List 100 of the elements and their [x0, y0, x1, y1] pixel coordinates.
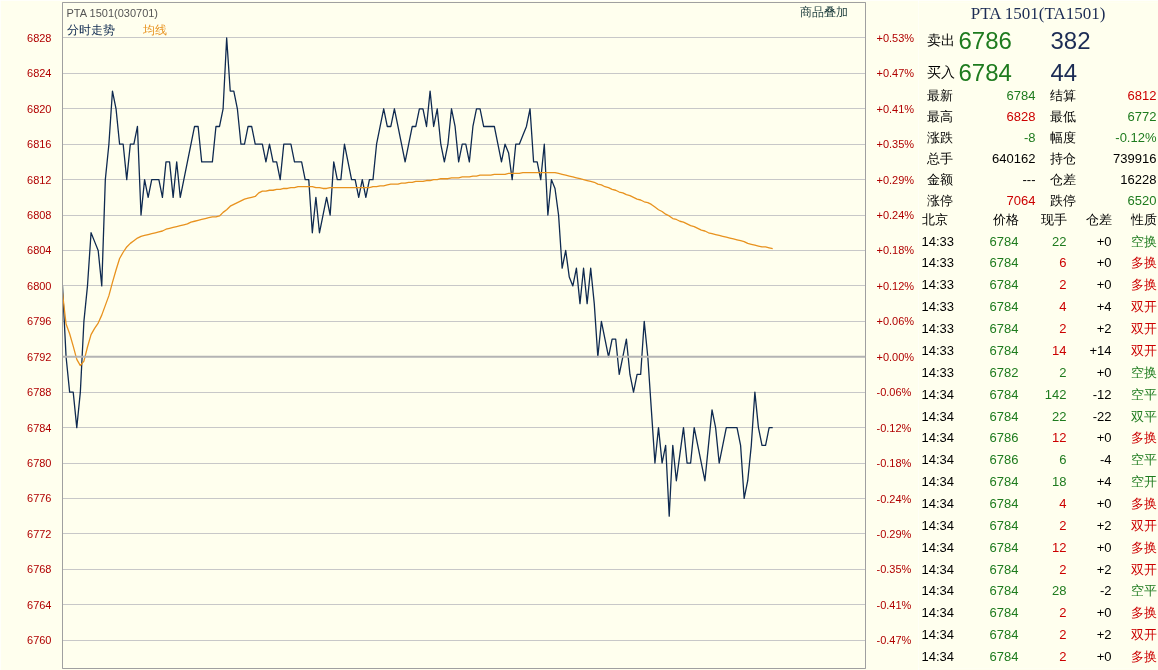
text: 空平 [1130, 452, 1157, 468]
text: 12 [1052, 430, 1067, 446]
text: 14:33 [921, 299, 955, 315]
y-tick-label: 6816 [27, 138, 52, 151]
text: 6782 [989, 364, 1019, 380]
y-tick-label: 6812 [27, 173, 52, 186]
text: 6784 [989, 386, 1019, 402]
text: 14:33 [921, 364, 955, 380]
y-tick-label: 6828 [27, 31, 52, 44]
y-tick-label: 6764 [27, 598, 52, 611]
text: 空平 [1130, 583, 1157, 599]
text: 6784 [989, 408, 1019, 424]
text: +0 [1096, 364, 1112, 380]
text: 6772 [1127, 109, 1157, 125]
text: +4 [1096, 474, 1112, 490]
text: 14 [1052, 342, 1067, 358]
text: 买入 [926, 64, 955, 81]
text: 6784 [989, 605, 1019, 621]
text: 多换 [1130, 605, 1157, 621]
text: 6812 [1127, 88, 1157, 104]
text: 14:34 [921, 649, 955, 665]
text: 6784 [989, 627, 1019, 643]
text: 涨停 [926, 192, 953, 208]
text: 价格 [991, 211, 1019, 227]
y-tick-label: 6792 [27, 350, 52, 363]
text: 14:33 [921, 233, 955, 249]
text: 空换 [1130, 233, 1157, 249]
y2-tick-label: +0.12% [876, 279, 915, 292]
text: -8 [1023, 130, 1036, 146]
text: 22 [1052, 233, 1067, 249]
text: 最低 [1049, 109, 1076, 125]
text: 6 [1059, 255, 1067, 271]
text: 6786 [989, 430, 1019, 446]
text: 640162 [992, 151, 1036, 167]
text: 现手 [1040, 211, 1067, 227]
text: 18 [1052, 474, 1067, 490]
y2-tick-label: +0.06% [876, 315, 915, 328]
y2-tick-label: -0.35% [876, 563, 912, 576]
text: 6784 [989, 539, 1019, 555]
y2-tick-label: +0.18% [876, 244, 915, 257]
text: +14 [1089, 342, 1112, 358]
text: 多换 [1130, 255, 1157, 271]
text: 382 [1050, 26, 1091, 54]
text: +0 [1096, 539, 1112, 555]
text: 4 [1059, 495, 1067, 511]
text: 2 [1059, 321, 1067, 337]
text: 仓差 [1049, 171, 1076, 187]
line-series [62, 171, 774, 367]
y-tick-label: 6800 [27, 279, 52, 292]
text: 跌停 [1049, 192, 1076, 208]
text: 12 [1052, 539, 1067, 555]
text: 多换 [1130, 430, 1157, 446]
text: 空平 [1130, 386, 1157, 402]
text: 6786 [958, 26, 1012, 54]
y2-tick-label: -0.41% [876, 598, 912, 611]
text: +0 [1096, 495, 1112, 511]
y-tick-label: 6820 [27, 102, 52, 115]
y2-tick-label: -0.47% [876, 634, 912, 647]
text: -12 [1092, 386, 1112, 402]
text: 性质 [1129, 211, 1157, 227]
text: 6784 [958, 58, 1012, 86]
text: 6784 [989, 517, 1019, 533]
text: +0 [1096, 649, 1112, 665]
text: +0 [1096, 430, 1112, 446]
text: 28 [1052, 583, 1067, 599]
text: 6784 [989, 342, 1019, 358]
y2-tick-label: -0.18% [876, 457, 912, 470]
y2-tick-label: -0.24% [876, 492, 912, 505]
text: 多换 [1130, 539, 1157, 555]
text: 6786 [989, 452, 1019, 468]
text: 6784 [989, 277, 1019, 293]
y2-tick-label: +0.29% [876, 173, 915, 186]
text: 结算 [1049, 88, 1076, 104]
text: 6 [1059, 452, 1067, 468]
text: +2 [1096, 517, 1112, 533]
y2-tick-label: +0.35% [876, 138, 915, 151]
text: +4 [1096, 299, 1112, 315]
text: 6784 [1006, 88, 1036, 104]
text: 涨跌 [926, 130, 953, 146]
text: 2 [1059, 277, 1067, 293]
text: 双开 [1130, 321, 1157, 337]
text: +2 [1096, 561, 1112, 577]
text: 多换 [1130, 277, 1157, 293]
text: 14:33 [921, 321, 955, 337]
text: 2 [1059, 561, 1067, 577]
text: 14:33 [921, 277, 955, 293]
text: 14:34 [921, 539, 955, 555]
text: 14:34 [921, 495, 955, 511]
text: +0 [1096, 255, 1112, 271]
text: 总手 [925, 151, 953, 167]
text: 2 [1059, 517, 1067, 533]
text: 6784 [989, 255, 1019, 271]
text: 2 [1059, 605, 1067, 621]
y-tick-label: 6772 [27, 527, 52, 540]
text: 6784 [989, 583, 1019, 599]
y2-tick-label: -0.12% [876, 421, 912, 434]
y2-tick-label: +0.41% [876, 102, 915, 115]
text: 14:34 [921, 517, 955, 533]
y-tick-label: 6784 [27, 421, 52, 434]
text: 北京 [921, 211, 948, 227]
